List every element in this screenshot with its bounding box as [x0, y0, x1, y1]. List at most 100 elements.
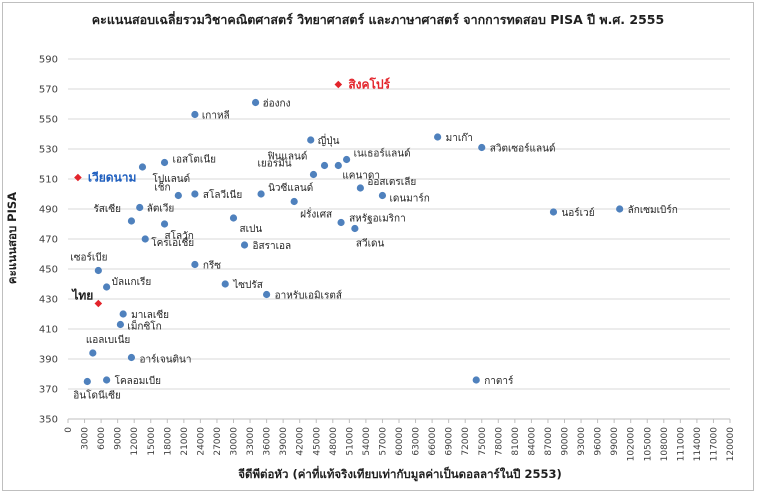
- point-label: โคลอมเบีย: [115, 374, 161, 387]
- y-tick-label: 430: [39, 295, 58, 306]
- data-point: [191, 260, 199, 269]
- x-tick-label: 84000: [527, 427, 537, 456]
- x-tick-label: 27000: [213, 427, 223, 456]
- point-label: บัลแกเรีย: [112, 276, 152, 288]
- highlight-point: [74, 173, 82, 182]
- x-tick-label: 69000: [445, 427, 455, 456]
- point-label: ญี่ปุ่น: [318, 133, 340, 147]
- x-tick-label: 93000: [577, 427, 587, 456]
- data-point: [103, 283, 111, 291]
- x-tick-label: 108000: [660, 427, 670, 462]
- point-label: แอลเบเนีย: [86, 334, 130, 346]
- data-point: [616, 205, 624, 213]
- data-point: [89, 349, 97, 357]
- point-label: ออสเตรเลีย: [367, 176, 416, 188]
- data-point: [127, 353, 136, 362]
- y-axis-title: คะแนนสอบ PISA: [5, 192, 19, 284]
- y-tick-label: 370: [39, 385, 58, 396]
- point-label: เซอร์เบีย: [70, 252, 107, 264]
- point-label: นิวซีแลนด์: [268, 182, 313, 194]
- x-tick-label: 114000: [693, 427, 703, 462]
- x-tick-label: 39000: [279, 427, 289, 456]
- x-tick-label: 9000: [114, 427, 124, 450]
- point-label: สโลวีเนีย: [203, 188, 242, 201]
- data-point: [337, 218, 345, 227]
- data-point: [229, 214, 238, 222]
- point-label: ไซปรัส: [232, 279, 263, 291]
- point-label: เอสโตเนีย: [173, 153, 217, 166]
- data-point: [309, 170, 318, 179]
- highlight-label: เวียดนาม: [88, 171, 137, 185]
- point-label: สเปน: [240, 224, 263, 235]
- data-point: [378, 191, 387, 200]
- point-label: เดนมาร์ก: [389, 193, 429, 205]
- x-tick-label: 90000: [561, 427, 571, 456]
- x-tick-label: 21000: [180, 427, 190, 456]
- x-axis-ticks: 0 3000 6000 9000 12000 15000 18000 21000 24000 27…: [64, 419, 736, 461]
- x-tick-label: 102000: [627, 427, 637, 462]
- x-tick-label: 60000: [395, 427, 405, 456]
- data-point: [356, 184, 364, 192]
- data-point: [472, 376, 480, 384]
- point-label: เกาหลี: [202, 110, 230, 122]
- highlight-label: ไทย: [70, 288, 93, 303]
- x-tick-label: 63000: [412, 427, 422, 456]
- x-tick-label: 45000: [312, 427, 322, 456]
- y-tick-label: 410: [39, 325, 58, 336]
- y-tick-label: 490: [39, 205, 58, 216]
- data-point: [342, 155, 351, 164]
- y-axis-ticks: 350 370 390 410 430 450 470 490 510 530 550 570 590: [39, 55, 58, 426]
- x-tick-label: 24000: [196, 427, 206, 456]
- x-tick-label: 12000: [130, 427, 140, 456]
- x-tick-label: 3000: [81, 427, 91, 450]
- x-tick-label: 75000: [478, 427, 488, 456]
- point-label: อาร์เจนตินา: [139, 354, 191, 366]
- data-point: [320, 161, 329, 170]
- x-tick-label: 66000: [428, 427, 438, 456]
- point-label: รัสเซีย: [93, 203, 121, 215]
- data-point: [191, 110, 199, 119]
- point-label: กาตาร์: [484, 375, 514, 387]
- data-point: [307, 136, 315, 144]
- chart-title: คะแนนสอบเฉลี่ยรวมวิชาคณิตศาสตร์ วิทยาศาส…: [92, 11, 664, 27]
- data-point: [160, 158, 169, 167]
- data-point: [141, 235, 149, 243]
- x-tick-label: 54000: [362, 427, 372, 456]
- data-point: [116, 320, 125, 329]
- point-label: อิสราเอล: [253, 241, 292, 252]
- data-point: [263, 290, 271, 299]
- point-label: สวิตเซอร์แลนด์: [490, 143, 556, 155]
- x-tick-label: 57000: [378, 427, 388, 456]
- x-tick-label: 81000: [511, 427, 521, 456]
- x-tick-label: 33000: [246, 427, 256, 456]
- point-label: เนเธอร์แลนด์: [354, 148, 411, 160]
- x-tick-label: 96000: [594, 427, 604, 456]
- data-point: [138, 163, 147, 171]
- x-tick-label: 30000: [230, 427, 240, 456]
- data-point: [94, 266, 102, 275]
- point-label: อาหรับเอมิเรตส์: [275, 290, 342, 302]
- data-point: [478, 143, 486, 152]
- y-tick-label: 470: [39, 235, 58, 246]
- data-point: [221, 280, 229, 288]
- point-label: มาเก๊า: [446, 132, 473, 144]
- x-tick-label: 15000: [147, 427, 157, 456]
- data-point: [191, 190, 199, 198]
- y-tick-label: 530: [39, 145, 58, 156]
- data-point: [83, 377, 91, 386]
- highlight-point: [334, 80, 343, 89]
- x-tick-label: 117000: [709, 427, 719, 462]
- x-tick-label: 18000: [163, 427, 173, 456]
- y-tick-label: 550: [39, 115, 58, 126]
- x-axis-title: จีดีพีต่อหัว (ค่าที่แท้จริงเทียบเท่ากับม…: [238, 465, 562, 482]
- x-tick-label: 0: [64, 427, 74, 433]
- x-tick-label: 48000: [329, 427, 339, 456]
- x-tick-label: 99000: [610, 427, 620, 456]
- y-tick-label: 570: [39, 85, 58, 96]
- y-tick-label: 510: [39, 175, 58, 186]
- data-point: [136, 203, 144, 212]
- data-point: [103, 376, 111, 384]
- point-label: กรีซ: [203, 260, 221, 272]
